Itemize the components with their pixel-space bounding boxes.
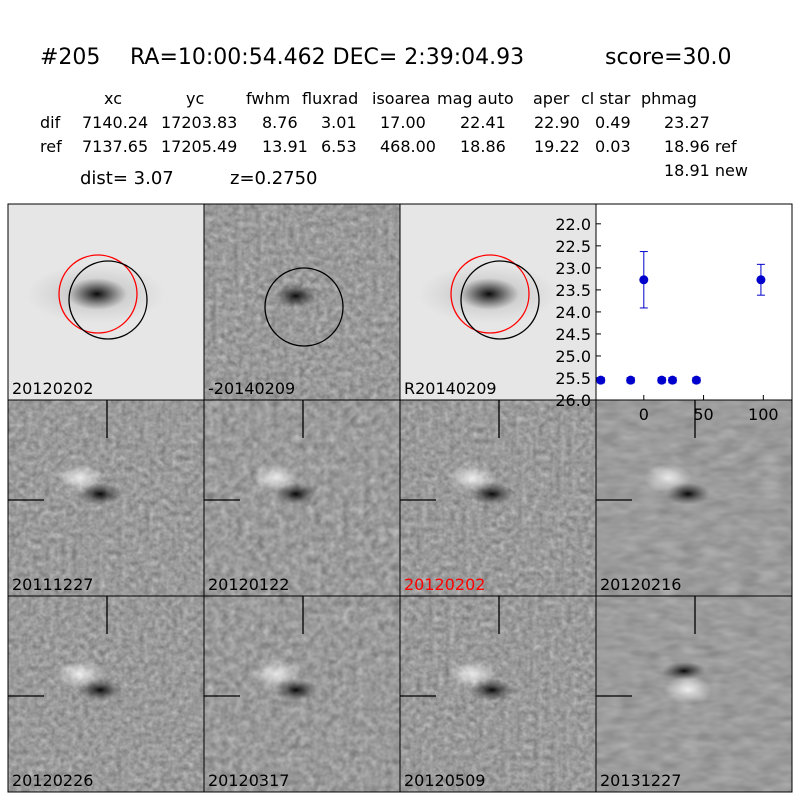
y-tick-label: 25.0 [555,347,591,366]
red-aperture [450,254,530,334]
score: score=30.0 [605,45,732,70]
image-panel: 20120202 [8,204,204,400]
residual [470,679,514,701]
residual [274,483,318,505]
image-panel: 20120122 [204,400,400,596]
y-tick-label: 22.0 [555,215,591,234]
table-cell: 22.90 [534,113,580,132]
y-tick-label: 25.5 [555,369,591,388]
row-label: ref [40,137,62,156]
black-aperture [264,267,344,347]
image-panel: R20140209 [400,204,596,400]
plot-area [596,204,792,400]
table-cell: 19.22 [534,137,580,156]
data-point [756,275,766,285]
column-header: isoarea [372,89,430,108]
image-panel: 20120216 [596,400,792,596]
chart: 22.022.523.023.524.024.525.025.526.00 50 1… [555,204,792,424]
table-cell: 468.00 [380,137,436,156]
table-cell: 17205.49 [161,137,237,156]
x-tick-label: 100 [748,405,779,424]
panel-label: 20120226 [12,771,93,790]
image-panel: 20120317 [204,596,400,792]
data-point [657,375,667,385]
black-aperture [68,260,148,340]
image-panel: 20120509 [400,596,596,792]
image-panel: 20120226 [8,596,204,792]
row-label: dif [40,113,61,132]
table-note: 18.91 new [664,161,748,180]
panel-grid: 20120202 -20140209 R20140209 20111227 201201… [7,203,793,793]
table-cell: 7137.65 [82,137,148,156]
panel-label: 20120202 [12,379,93,398]
galaxy-core [459,278,519,310]
table-cell: 0.03 [595,137,631,156]
panel-border [595,595,793,793]
panel-label: 20120216 [600,575,681,594]
table-cell: 23.27 [664,113,710,132]
table-cell: 13.91 [262,137,308,156]
table-cell: 8.76 [262,113,298,132]
data-point [667,375,677,385]
panel-label: 20120509 [404,771,485,790]
y-tick-label: 23.5 [555,281,591,300]
data-point [691,375,701,385]
table-cell: 6.53 [321,137,357,156]
data-point [596,375,606,385]
residual [274,679,318,701]
data-point [639,275,649,285]
table-cell: 17.00 [380,113,426,132]
x-tick-label: 0 [639,405,649,424]
bright-spot [664,676,712,704]
residual [78,483,122,505]
panel-label: -20140209 [208,379,295,398]
residual [662,662,706,680]
table-cell: 22.41 [460,113,506,132]
table-cell: 17203.83 [161,113,237,132]
distance: dist= 3.07 [80,168,174,189]
panel-label: 20120317 [208,771,289,790]
table-cell: 18.96 ref [664,137,737,156]
residual [666,483,710,505]
table-cell: 7140.24 [82,113,148,132]
image-panel: 20131227 [596,596,792,792]
table-cell: 3.01 [321,113,357,132]
column-header: fwhm [246,89,290,108]
residual [274,284,318,308]
image-panel: -20140209 [204,204,400,400]
y-tick-label: 24.5 [555,325,591,344]
galaxy-core [67,278,127,310]
y-tick-label: 22.5 [555,237,591,256]
column-header: mag auto [437,89,514,108]
coordinates: RA=10:00:54.462 DEC= 2:39:04.93 [130,45,524,70]
candidate-id: #205 [40,45,100,70]
column-header: aper [533,89,570,108]
x-tick-label: 50 [693,405,713,424]
panel-label: 20120202 [404,575,485,594]
panel-label: 20131227 [600,771,681,790]
table-cell: 18.86 [460,137,506,156]
redshift: z=0.2750 [230,168,318,189]
panel-label: 20111227 [12,575,93,594]
column-header: phmag [641,89,697,108]
residual [78,679,122,701]
black-aperture [460,260,540,340]
column-header: fluxrad [302,89,358,108]
table-cell: 0.49 [595,113,631,132]
column-header: xc [104,89,122,108]
column-header: cl star [581,89,631,108]
data-point [626,375,636,385]
image-panel: 20111227 [8,400,204,596]
panel-label: R20140209 [404,379,497,398]
y-tick-label: 24.0 [555,303,591,322]
y-tick-label: 23.0 [555,259,591,278]
red-aperture [58,254,138,334]
residual [470,483,514,505]
panel-label: 20120122 [208,575,289,594]
image-panel: 20120202 [400,400,596,596]
column-header: yc [186,89,204,108]
